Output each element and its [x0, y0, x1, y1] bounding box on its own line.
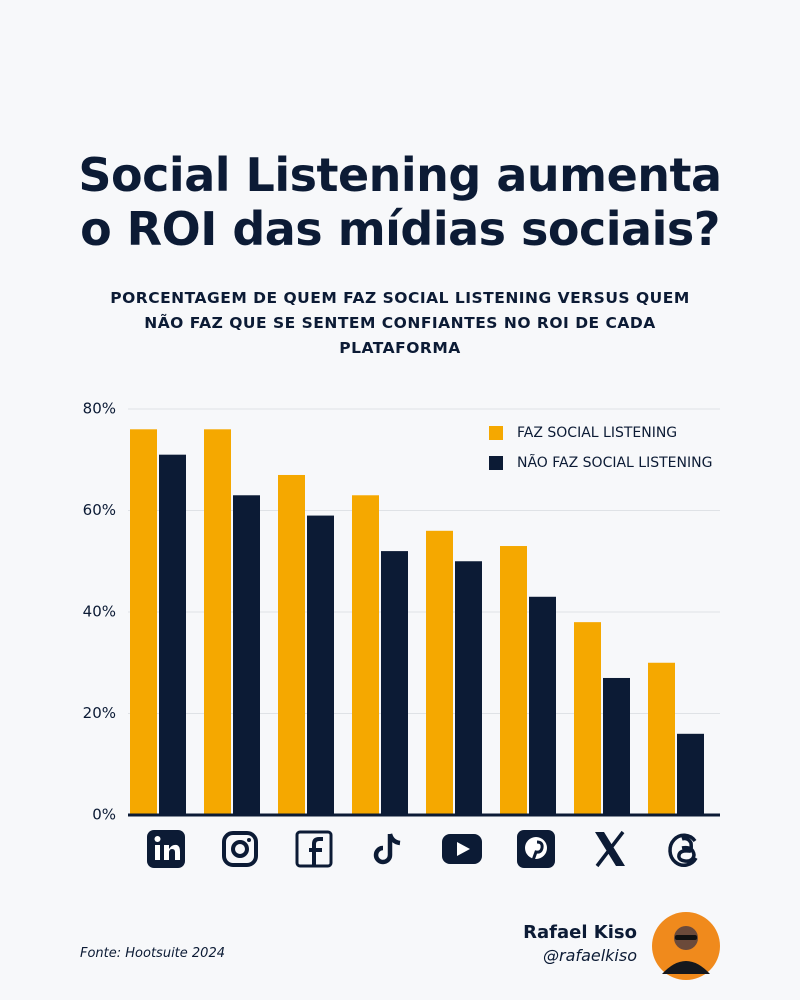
bar [159, 454, 186, 815]
bar [233, 495, 260, 815]
y-tick-label: 60% [83, 501, 116, 519]
bar [278, 474, 305, 815]
platform-icon [517, 830, 555, 868]
y-tick-label: 0% [92, 806, 116, 824]
subtitle: PORCENTAGEM DE QUEM FAZ SOCIAL LISTENING… [110, 289, 690, 357]
icon-shape [222, 831, 258, 867]
icon-shape [668, 833, 698, 868]
bar [603, 677, 630, 815]
bar [529, 596, 556, 815]
avatar [652, 912, 720, 980]
bar [426, 530, 453, 815]
icon-shape [155, 845, 160, 860]
platform-icon [147, 830, 185, 868]
icon-shape [373, 833, 401, 865]
icon-shape [595, 830, 625, 868]
icon-shape [164, 844, 180, 860]
icon-shape [530, 840, 544, 864]
icon-shape [154, 836, 161, 842]
source: Fonte: Hootsuite 2024 [80, 946, 225, 961]
legend-swatch [489, 456, 503, 470]
legend-swatch [489, 426, 503, 440]
bar [574, 622, 601, 815]
platform-icon [595, 830, 625, 868]
bar [500, 546, 527, 815]
legend-label: NÃO FAZ SOCIAL LISTENING [517, 454, 712, 471]
bar [677, 733, 704, 815]
bar [381, 551, 408, 815]
bar [307, 515, 334, 815]
author: Rafael Kiso [523, 922, 637, 943]
legend-label: FAZ SOCIAL LISTENING [517, 425, 677, 441]
icon-shape [231, 840, 249, 858]
handle: @rafaelkiso [543, 946, 637, 965]
bar [130, 429, 157, 815]
platform-icon [295, 830, 333, 868]
title: Social Listening aumenta o ROI das mídia… [78, 148, 722, 256]
y-tick-label: 20% [83, 704, 116, 722]
platform-icon [668, 833, 698, 868]
icon-shape [457, 842, 470, 856]
platform-icon [373, 833, 401, 865]
icon-shape [309, 837, 323, 866]
icon-shape [247, 838, 251, 842]
platform-icon [442, 834, 482, 864]
platform-icon [222, 831, 258, 867]
bar [455, 561, 482, 815]
bar [352, 495, 379, 815]
bar [204, 429, 231, 815]
chart: 0% 20% 40% 60% 80% FAZ SOCIAL LISTENING NÃO FA… [83, 400, 720, 868]
y-tick-label: 80% [83, 400, 116, 418]
y-tick-label: 40% [83, 603, 116, 621]
bar [648, 662, 675, 815]
